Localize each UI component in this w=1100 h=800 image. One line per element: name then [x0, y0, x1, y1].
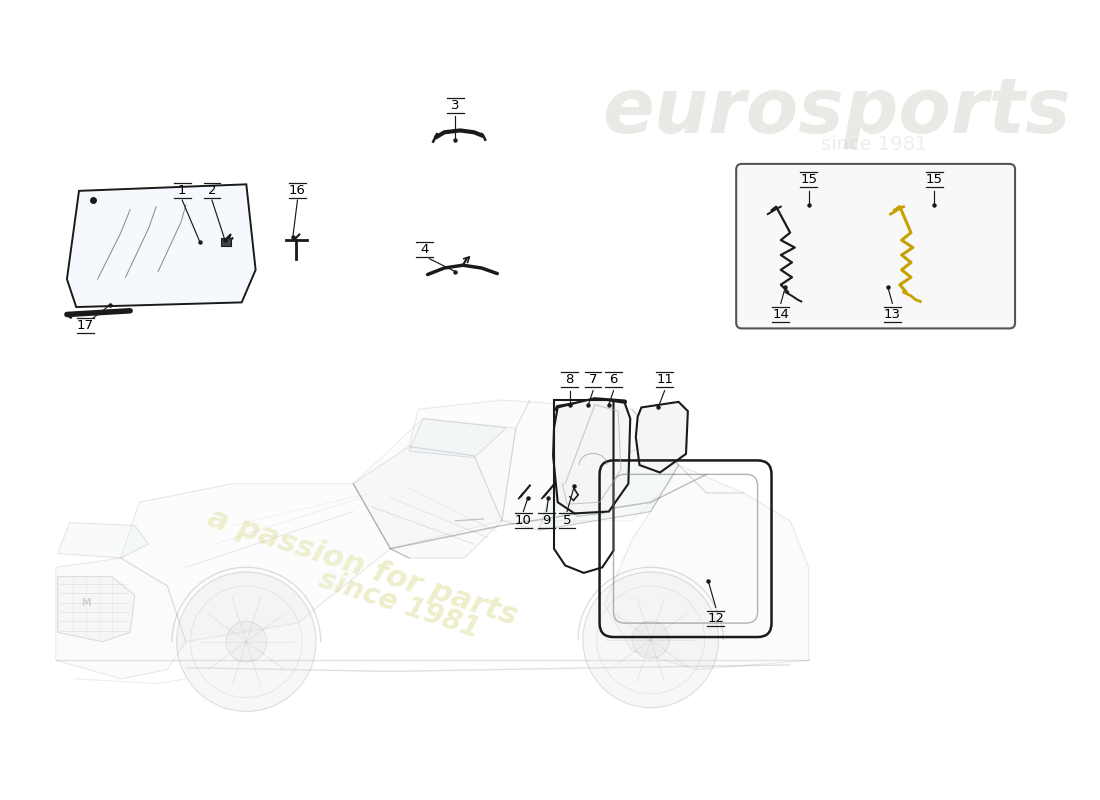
Polygon shape — [57, 577, 135, 642]
Polygon shape — [553, 398, 630, 514]
Bar — [221, 238, 231, 246]
Text: eurosports: eurosports — [603, 75, 1070, 149]
Text: 9: 9 — [542, 514, 551, 527]
Circle shape — [583, 572, 718, 708]
Text: since 1981: since 1981 — [316, 566, 484, 644]
Text: 2: 2 — [208, 184, 217, 198]
Text: 11: 11 — [656, 373, 673, 386]
Polygon shape — [502, 465, 679, 530]
Text: 3: 3 — [451, 99, 460, 112]
Text: 6: 6 — [609, 373, 618, 386]
Polygon shape — [539, 437, 679, 530]
Text: 12: 12 — [707, 612, 724, 625]
Polygon shape — [604, 465, 808, 670]
Polygon shape — [353, 418, 516, 549]
FancyBboxPatch shape — [736, 164, 1015, 329]
Text: 15: 15 — [926, 173, 943, 186]
Polygon shape — [57, 522, 149, 558]
Text: 7: 7 — [588, 373, 597, 386]
Text: 10: 10 — [515, 514, 531, 527]
Polygon shape — [56, 558, 186, 679]
Text: M: M — [80, 598, 90, 608]
Text: since 1981: since 1981 — [821, 135, 927, 154]
Text: 16: 16 — [289, 184, 306, 198]
Polygon shape — [353, 446, 502, 558]
Text: 1: 1 — [178, 184, 186, 198]
Text: 4: 4 — [420, 243, 429, 256]
Text: 8: 8 — [565, 373, 574, 386]
Text: 15: 15 — [800, 173, 817, 186]
Polygon shape — [409, 418, 507, 458]
Polygon shape — [636, 402, 688, 473]
Circle shape — [632, 622, 669, 658]
Polygon shape — [409, 400, 679, 530]
Circle shape — [177, 572, 316, 711]
Text: 14: 14 — [772, 308, 790, 321]
Text: 17: 17 — [77, 319, 94, 332]
Text: 13: 13 — [884, 308, 901, 321]
Text: 5: 5 — [563, 514, 571, 527]
Polygon shape — [121, 484, 390, 642]
Circle shape — [226, 622, 267, 662]
Polygon shape — [67, 184, 255, 307]
Text: a passion for parts: a passion for parts — [204, 503, 521, 631]
